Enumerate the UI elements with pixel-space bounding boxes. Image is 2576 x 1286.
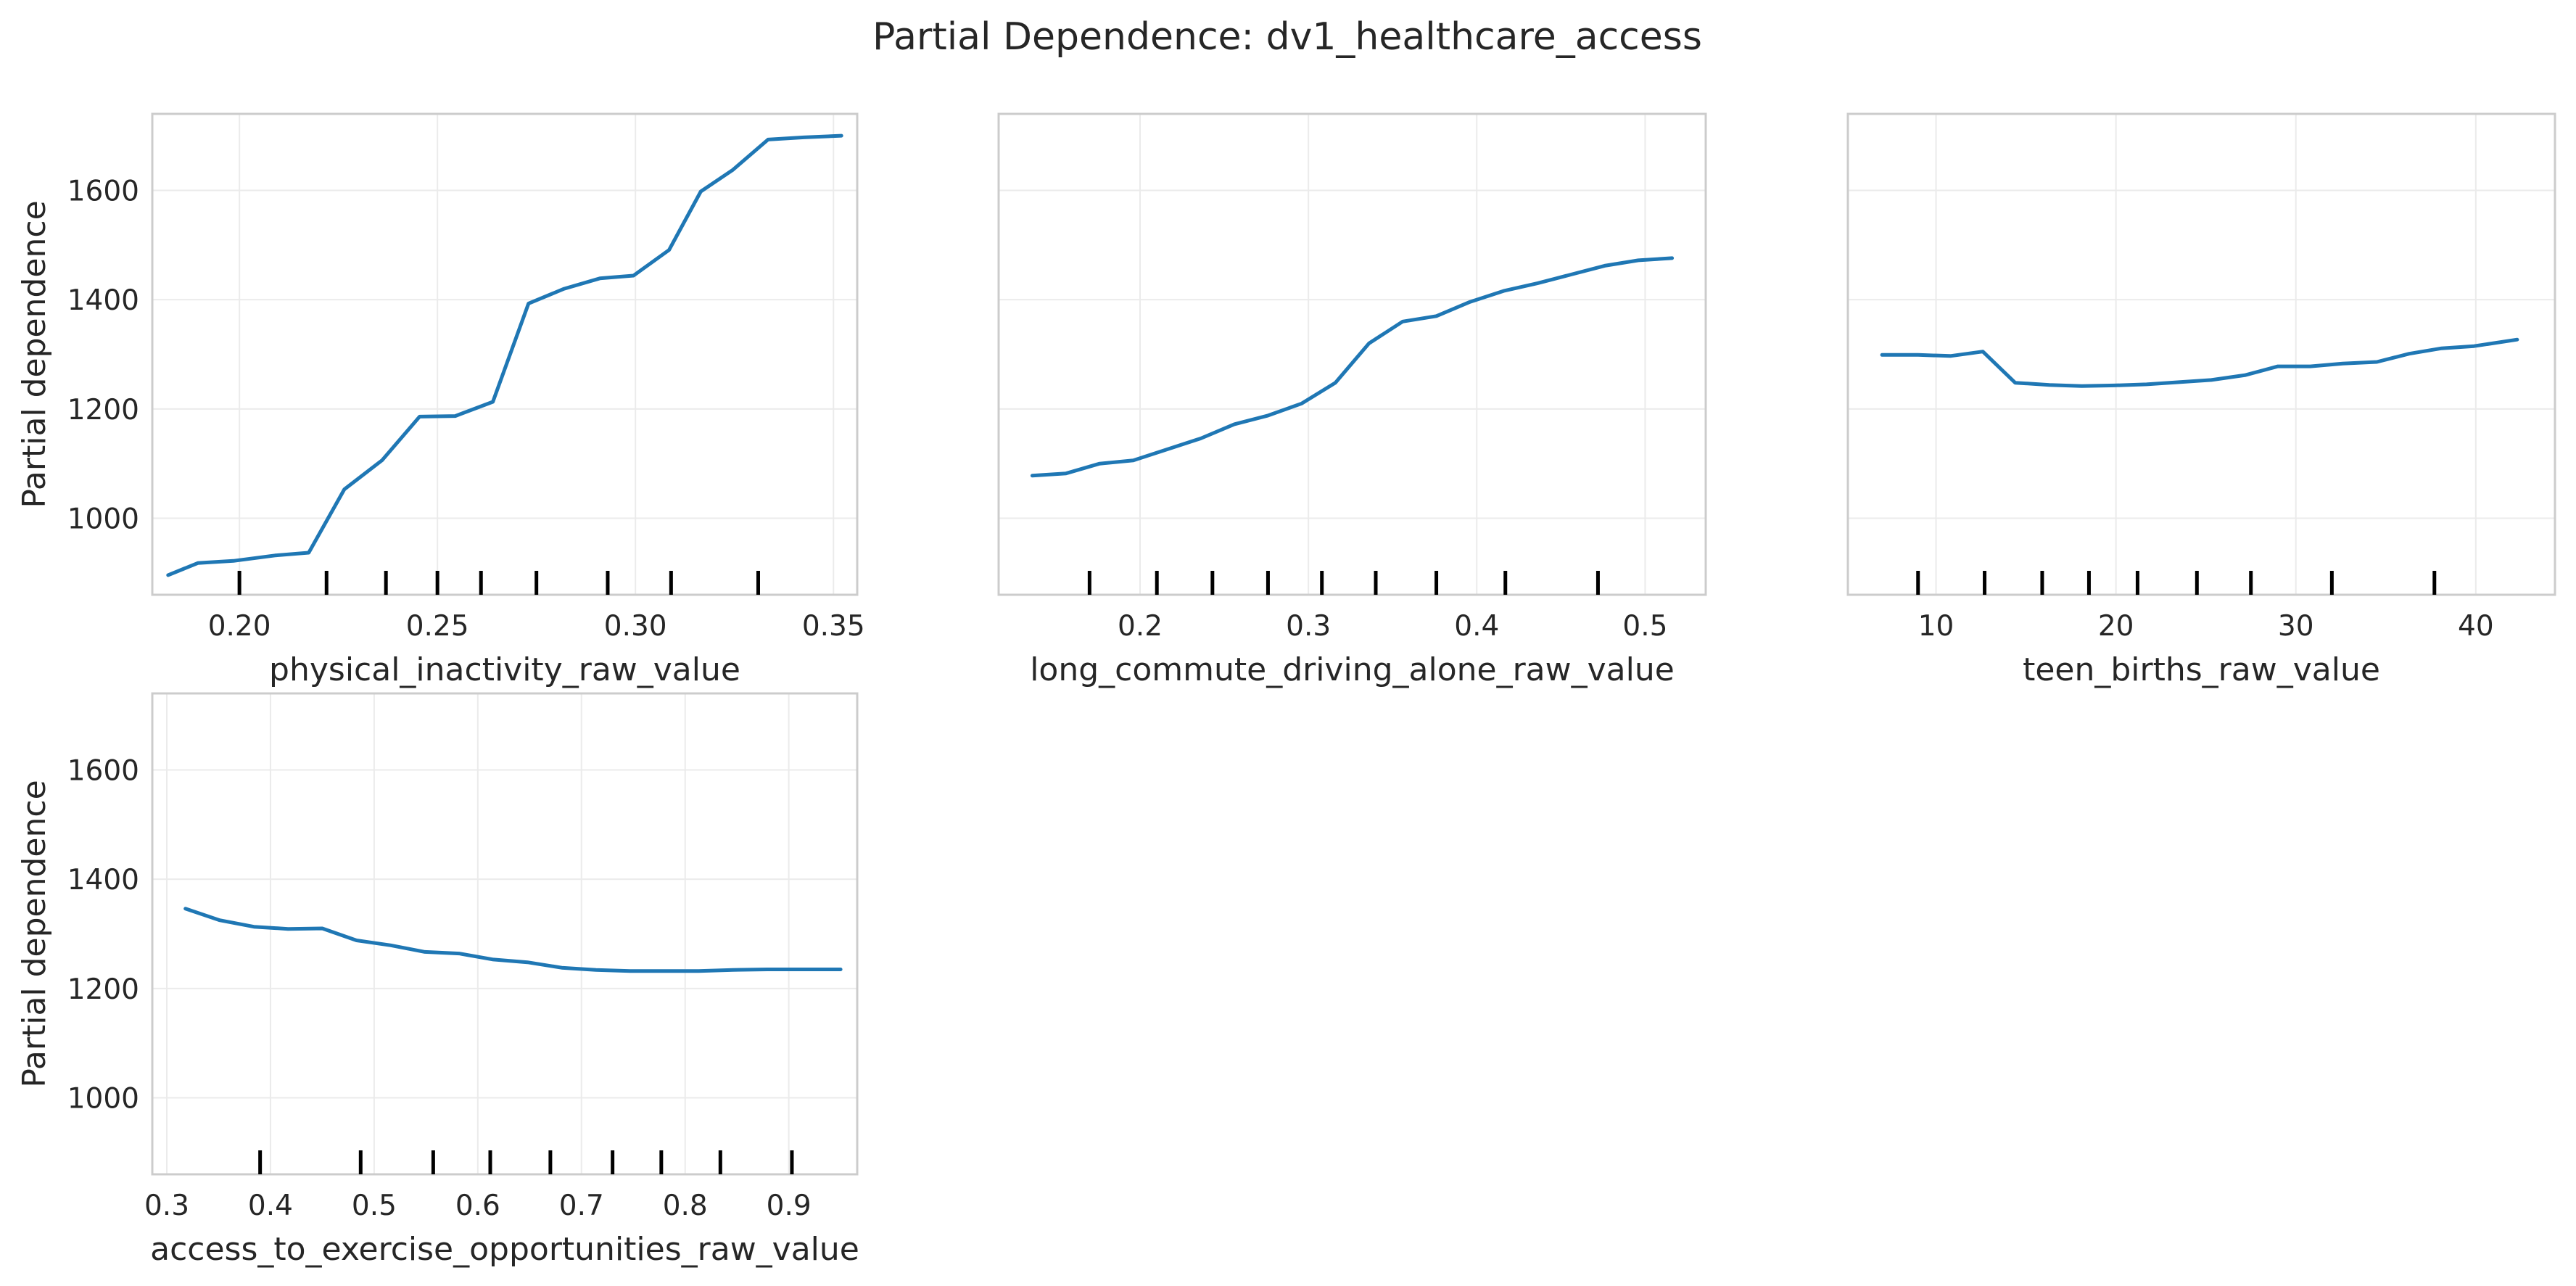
pd-series-line — [183, 907, 843, 973]
pd-panel-2: 0.2 0.3 0.4 0.5 long_commute_driving_alone_r… — [997, 112, 1707, 688]
x-tick-label: 30 — [2278, 610, 2314, 643]
x-tick-label: 0.6 — [455, 1190, 500, 1222]
x-tick-label: 0.25 — [406, 610, 469, 643]
y-tick-label: 1400 — [67, 284, 139, 317]
x-tick-label: 0.4 — [248, 1190, 293, 1222]
pd-series-line — [1030, 256, 1675, 478]
x-tick-label: 10 — [1918, 610, 1954, 643]
x-tick-label: 0.8 — [663, 1190, 708, 1222]
x-tick-label: 0.20 — [208, 610, 271, 643]
x-tick-label: 0.5 — [352, 1190, 397, 1222]
y-tick-label: 1200 — [67, 394, 139, 426]
figure-title: Partial Dependence: dv1_healthcare_acces… — [872, 15, 1702, 59]
y-axis-label: Partial dependence — [16, 200, 53, 508]
y-tick-label: 1600 — [67, 754, 139, 787]
x-tick-label: 0.9 — [767, 1190, 812, 1222]
x-axis-label: physical_inactivity_raw_value — [269, 651, 740, 688]
x-tick-label: 0.30 — [604, 610, 667, 643]
x-axis-label: teen_births_raw_value — [2023, 651, 2380, 688]
x-tick-label: 20 — [2098, 610, 2134, 643]
x-axis-label: access_to_exercise_opportunities_raw_val… — [150, 1231, 859, 1268]
pd-panel-1: 0.20 0.25 0.30 0.35 1000 1200 1400 1600 physical… — [16, 112, 865, 688]
axes-frame — [151, 112, 859, 596]
y-tick-label: 1000 — [67, 503, 139, 536]
y-tick-label: 1000 — [67, 1083, 139, 1116]
pd-panel-4: 0.3 0.4 0.5 0.6 0.7 0.8 0.9 1000 1200 1400 1600 acc… — [16, 692, 859, 1268]
x-tick-label: 0.35 — [802, 610, 865, 643]
y-tick-label: 1400 — [67, 864, 139, 897]
y-axis-label: Partial dependence — [16, 780, 53, 1087]
x-tick-label: 0.2 — [1118, 610, 1163, 643]
x-tick-label: 0.7 — [559, 1190, 604, 1222]
axes-frame — [997, 112, 1707, 596]
x-tick-label: 0.3 — [1286, 610, 1331, 643]
x-tick-label: 0.4 — [1454, 610, 1499, 643]
pd-series-line — [166, 133, 843, 577]
axes-frame — [1846, 112, 2556, 596]
x-tick-label: 0.5 — [1622, 610, 1667, 643]
y-tick-label: 1600 — [67, 175, 139, 207]
y-tick-label: 1200 — [67, 973, 139, 1006]
axes-frame — [151, 692, 859, 1176]
pd-panel-3: 10 20 30 40 teen_births_raw_value — [1846, 112, 2556, 688]
x-axis-label: long_commute_driving_alone_raw_value — [1030, 651, 1675, 688]
x-tick-label: 0.3 — [144, 1190, 189, 1222]
pd-series-line — [1880, 337, 2519, 388]
x-tick-label: 40 — [2458, 610, 2494, 643]
